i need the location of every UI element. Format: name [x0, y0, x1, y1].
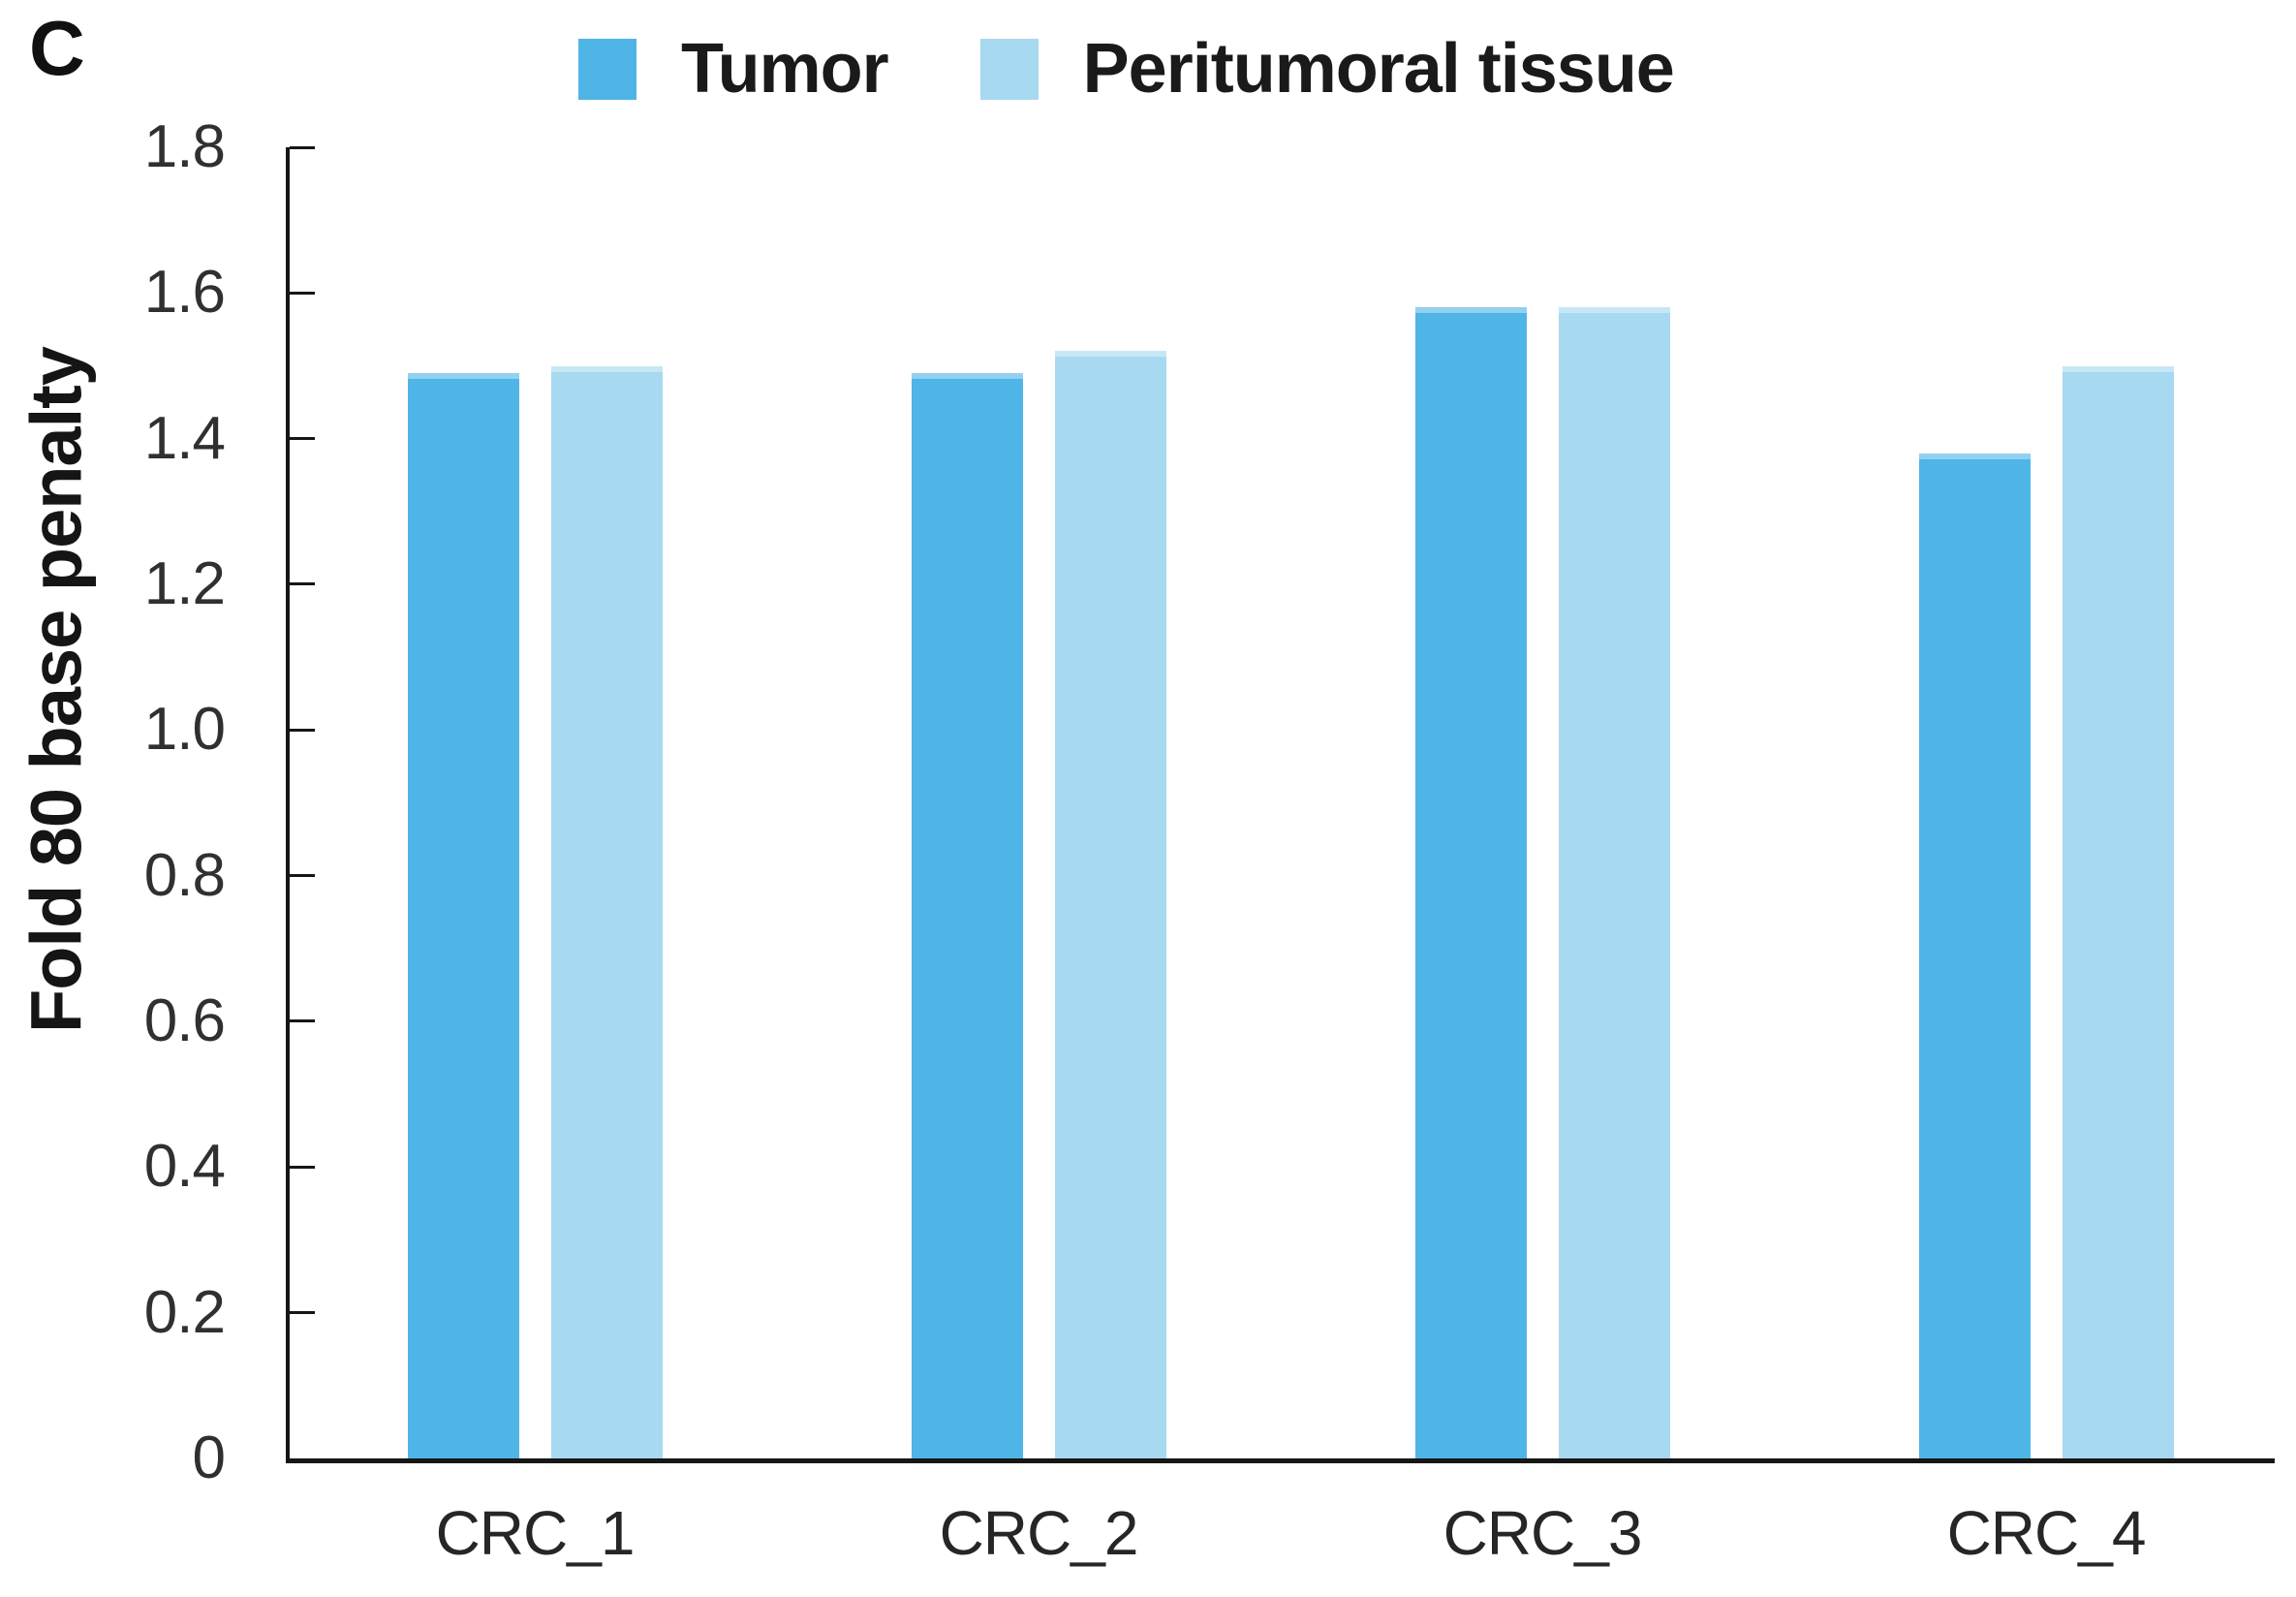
- y-tick-label: 0.6: [143, 987, 226, 1054]
- y-tick-mark: [290, 1019, 315, 1023]
- bar-top-highlight: [2062, 365, 2174, 372]
- y-tick-mark: [290, 1311, 315, 1315]
- y-tick-label: 0: [192, 1425, 226, 1491]
- x-axis-line: [286, 1458, 2275, 1463]
- legend-label: Peritumoral tissue: [1082, 30, 1675, 108]
- bar-top-highlight: [407, 373, 519, 380]
- legend-swatch-icon: [979, 38, 1039, 100]
- bar-group-crc_1: [407, 147, 663, 1458]
- legend-item: Tumor: [578, 30, 889, 108]
- bar-tumor-crc_3: [1414, 307, 1527, 1458]
- x-category-label: CRC_2: [939, 1498, 1139, 1568]
- y-tick-mark: [290, 145, 315, 149]
- x-category-label: CRC_3: [1443, 1498, 1643, 1568]
- plot-area: [286, 145, 2275, 1463]
- y-tick-mark: [290, 291, 315, 295]
- bar-peritumoral-crc_2: [1054, 351, 1166, 1458]
- bar-group-crc_2: [911, 147, 1166, 1458]
- y-tick-label: 1.4: [143, 404, 226, 472]
- x-category-label: CRC_4: [1946, 1498, 2147, 1568]
- y-tick-label: 0.8: [143, 841, 226, 909]
- legend-item: Peritumoral tissue: [979, 30, 1675, 108]
- y-tick-mark: [290, 874, 315, 878]
- bar-top-highlight: [1414, 307, 1527, 314]
- panel-label: C: [29, 5, 85, 91]
- y-tick-label: 0.2: [143, 1278, 226, 1346]
- y-tick-mark: [290, 728, 315, 732]
- x-category-label: CRC_1: [435, 1498, 636, 1568]
- y-tick-mark: [290, 1165, 315, 1169]
- y-tick-label: 1.8: [143, 113, 226, 180]
- bar-peritumoral-crc_3: [1558, 307, 1670, 1458]
- bar-top-highlight: [911, 373, 1023, 380]
- y-tick-label: 1.6: [143, 259, 226, 327]
- bar-top-highlight: [1558, 307, 1670, 314]
- bar-top-highlight: [1918, 453, 2031, 459]
- bar-group-crc_3: [1414, 147, 1670, 1458]
- bar-tumor-crc_2: [911, 373, 1023, 1458]
- y-axis-line: [286, 147, 290, 1458]
- y-tick-mark: [290, 582, 315, 586]
- y-tick-label: 1.2: [143, 550, 226, 617]
- y-tick-mark: [290, 437, 315, 441]
- chart-legend: Tumor Peritumoral tissue: [578, 30, 1675, 108]
- bar-top-highlight: [550, 365, 663, 372]
- bar-top-highlight: [1054, 351, 1166, 358]
- bar-tumor-crc_4: [1918, 453, 2031, 1458]
- bar-peritumoral-crc_1: [550, 365, 663, 1458]
- y-tick-label: 1.0: [143, 696, 226, 764]
- bar-tumor-crc_1: [407, 373, 519, 1458]
- y-tick-label: 0.4: [143, 1133, 226, 1201]
- legend-label: Tumor: [681, 30, 889, 108]
- bar-group-crc_4: [1918, 147, 2174, 1458]
- legend-swatch-icon: [578, 38, 636, 100]
- bar-peritumoral-crc_4: [2062, 365, 2174, 1458]
